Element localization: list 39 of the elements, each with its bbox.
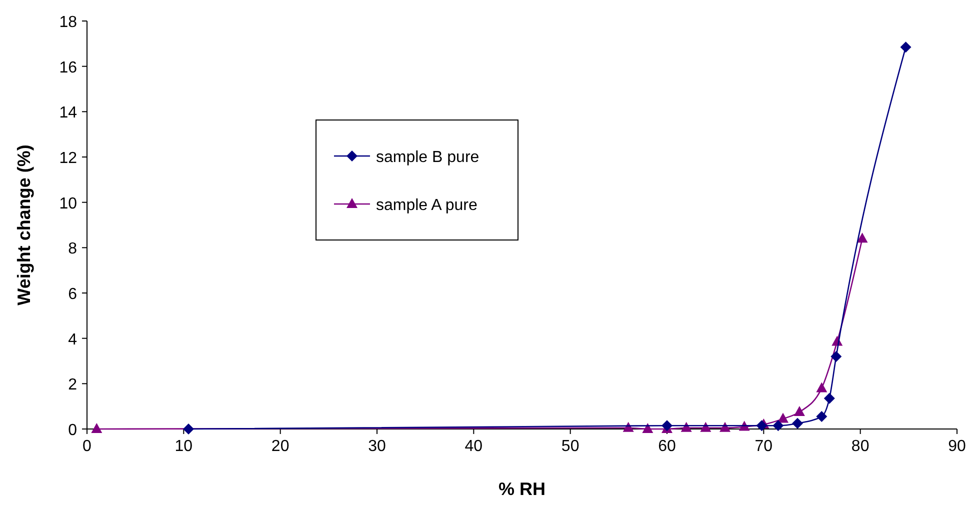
point: [792, 418, 803, 429]
y-tick-label: 0: [68, 422, 78, 439]
point: [900, 42, 912, 53]
point: [824, 392, 835, 404]
y-tick-label: 16: [59, 59, 78, 76]
x-tick-label: 90: [948, 438, 966, 455]
y-tick-label: 2: [68, 376, 78, 394]
x-tick-label: 60: [658, 438, 676, 455]
point: [778, 412, 788, 423]
y-tick-label: 12: [59, 150, 78, 167]
y-axis-title: Weight change (%): [14, 144, 34, 306]
point: [856, 232, 868, 243]
x-tick-label: 0: [82, 438, 92, 455]
point: [642, 423, 654, 433]
point: [816, 411, 828, 422]
legend-label: sample B pure: [376, 149, 480, 166]
x-tick-label: 40: [464, 438, 483, 455]
y-tick-label: 14: [59, 104, 78, 122]
point: [91, 423, 102, 433]
x-tick-label: 20: [271, 438, 290, 455]
point: [772, 420, 784, 432]
x-tick-label: 70: [754, 438, 773, 455]
point: [662, 420, 672, 432]
point: [830, 350, 842, 362]
x-axis-title: % RH: [498, 479, 546, 499]
y-tick-label: 10: [59, 195, 78, 212]
point: [816, 382, 828, 392]
x-tick-label: 30: [368, 438, 386, 455]
point: [756, 420, 768, 432]
x-tick-label: 50: [561, 438, 580, 455]
x-tick-label: 10: [174, 438, 193, 455]
point: [183, 424, 194, 434]
y-tick-label: 6: [68, 286, 78, 303]
y-tick-label: 4: [68, 331, 78, 348]
point: [794, 406, 805, 416]
y-tick-label: 18: [59, 14, 78, 31]
legend-label: sample A pure: [376, 197, 478, 214]
x-tick-label: 80: [851, 438, 870, 455]
y-tick-label: 8: [68, 240, 78, 258]
